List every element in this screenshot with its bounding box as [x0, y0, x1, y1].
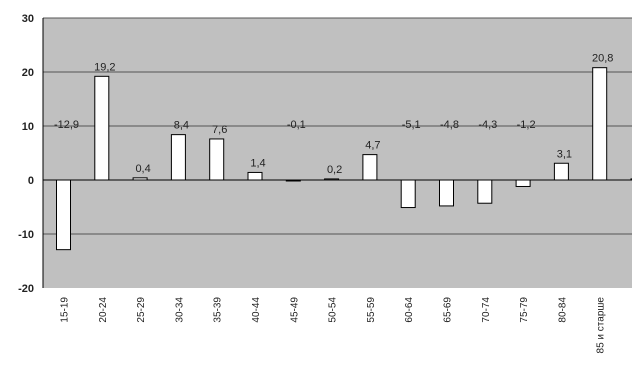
- bar-40-44: [247, 171, 263, 181]
- bar-75-79: [515, 179, 531, 187]
- x-tick-label-20-24: 20-24: [98, 297, 109, 323]
- bar-15-19: [56, 179, 71, 251]
- x-tick-label-75-79: 75-79: [519, 297, 530, 323]
- y-tick-label: 0: [28, 175, 34, 187]
- x-tick-label-65-69: 65-69: [443, 297, 454, 323]
- bar-50-54: [324, 178, 340, 181]
- x-tick-label-50-54: 50-54: [328, 297, 339, 323]
- data-label-20-24: 19,2: [94, 61, 115, 73]
- data-label-40-44: 1,4: [250, 157, 265, 169]
- data-label-25-29: 0,4: [135, 163, 150, 175]
- bar-30-34: [170, 134, 186, 181]
- x-tick-label-55-59: 55-59: [366, 297, 377, 323]
- x-tick-label-85 и старше: 85 и старше: [596, 297, 607, 354]
- bar-85 и старше: [592, 67, 608, 181]
- y-tick-label: 30: [22, 13, 34, 25]
- bar-65-69: [439, 179, 454, 207]
- x-tick-label-15-19: 15-19: [60, 297, 71, 323]
- bar-70-74: [477, 179, 493, 204]
- data-label-80-84: 3,1: [557, 148, 572, 160]
- data-label-75-79: -1,2: [517, 119, 536, 131]
- bar-80-84: [553, 162, 569, 181]
- y-tick-label: 20: [22, 67, 34, 79]
- x-tick-label-60-64: 60-64: [404, 297, 415, 323]
- data-label-85 и старше: 20,8: [592, 53, 613, 65]
- data-label-70-74: -4,3: [478, 119, 497, 131]
- x-tick-labels: 15-19 20-24 25-29 30-34 35-39 40-44 45-49 50-54…: [60, 297, 607, 354]
- data-labels: -12,9 19,2 0,4 8,4 7,6 1,4 -0,1 0,2 4,7 -5,1 -4,8 -…: [54, 53, 613, 176]
- x-tick-label-40-44: 40-44: [251, 297, 262, 323]
- data-label-45-49: -0,1: [287, 119, 306, 131]
- bars: [56, 67, 632, 251]
- x-tick-label-25-29: 25-29: [136, 297, 147, 323]
- y-tick-label: -10: [18, 229, 34, 241]
- bar-55-59: [362, 154, 378, 181]
- x-tick-label-30-34: 30-34: [174, 297, 185, 323]
- y-tick-labels: 30 20 10 0 -10 -20: [18, 13, 34, 295]
- y-tick-label: 10: [22, 121, 34, 133]
- y-tick-label: -20: [18, 283, 34, 295]
- bar-25-29: [132, 177, 148, 181]
- bar-60-64: [400, 179, 416, 209]
- data-label-50-54: 0,2: [327, 164, 342, 176]
- data-label-35-39: 7,6: [212, 124, 227, 136]
- x-tick-label-35-39: 35-39: [213, 297, 224, 323]
- bar-35-39: [209, 138, 225, 181]
- bar-45-49: [285, 179, 301, 182]
- bar-20-24: [94, 75, 110, 181]
- data-label-65-69: -4,8: [440, 119, 459, 131]
- x-tick-label-70-74: 70-74: [481, 297, 492, 323]
- x-tick-label-45-49: 45-49: [289, 297, 300, 323]
- plot-area: [43, 18, 632, 288]
- data-label-55-59: 4,7: [365, 140, 380, 152]
- data-label-60-64: -5,1: [402, 119, 421, 131]
- data-label-30-34: 8,4: [174, 120, 189, 132]
- data-label-15-19: -12,9: [54, 119, 79, 131]
- x-tick-label-80-84: 80-84: [557, 297, 568, 323]
